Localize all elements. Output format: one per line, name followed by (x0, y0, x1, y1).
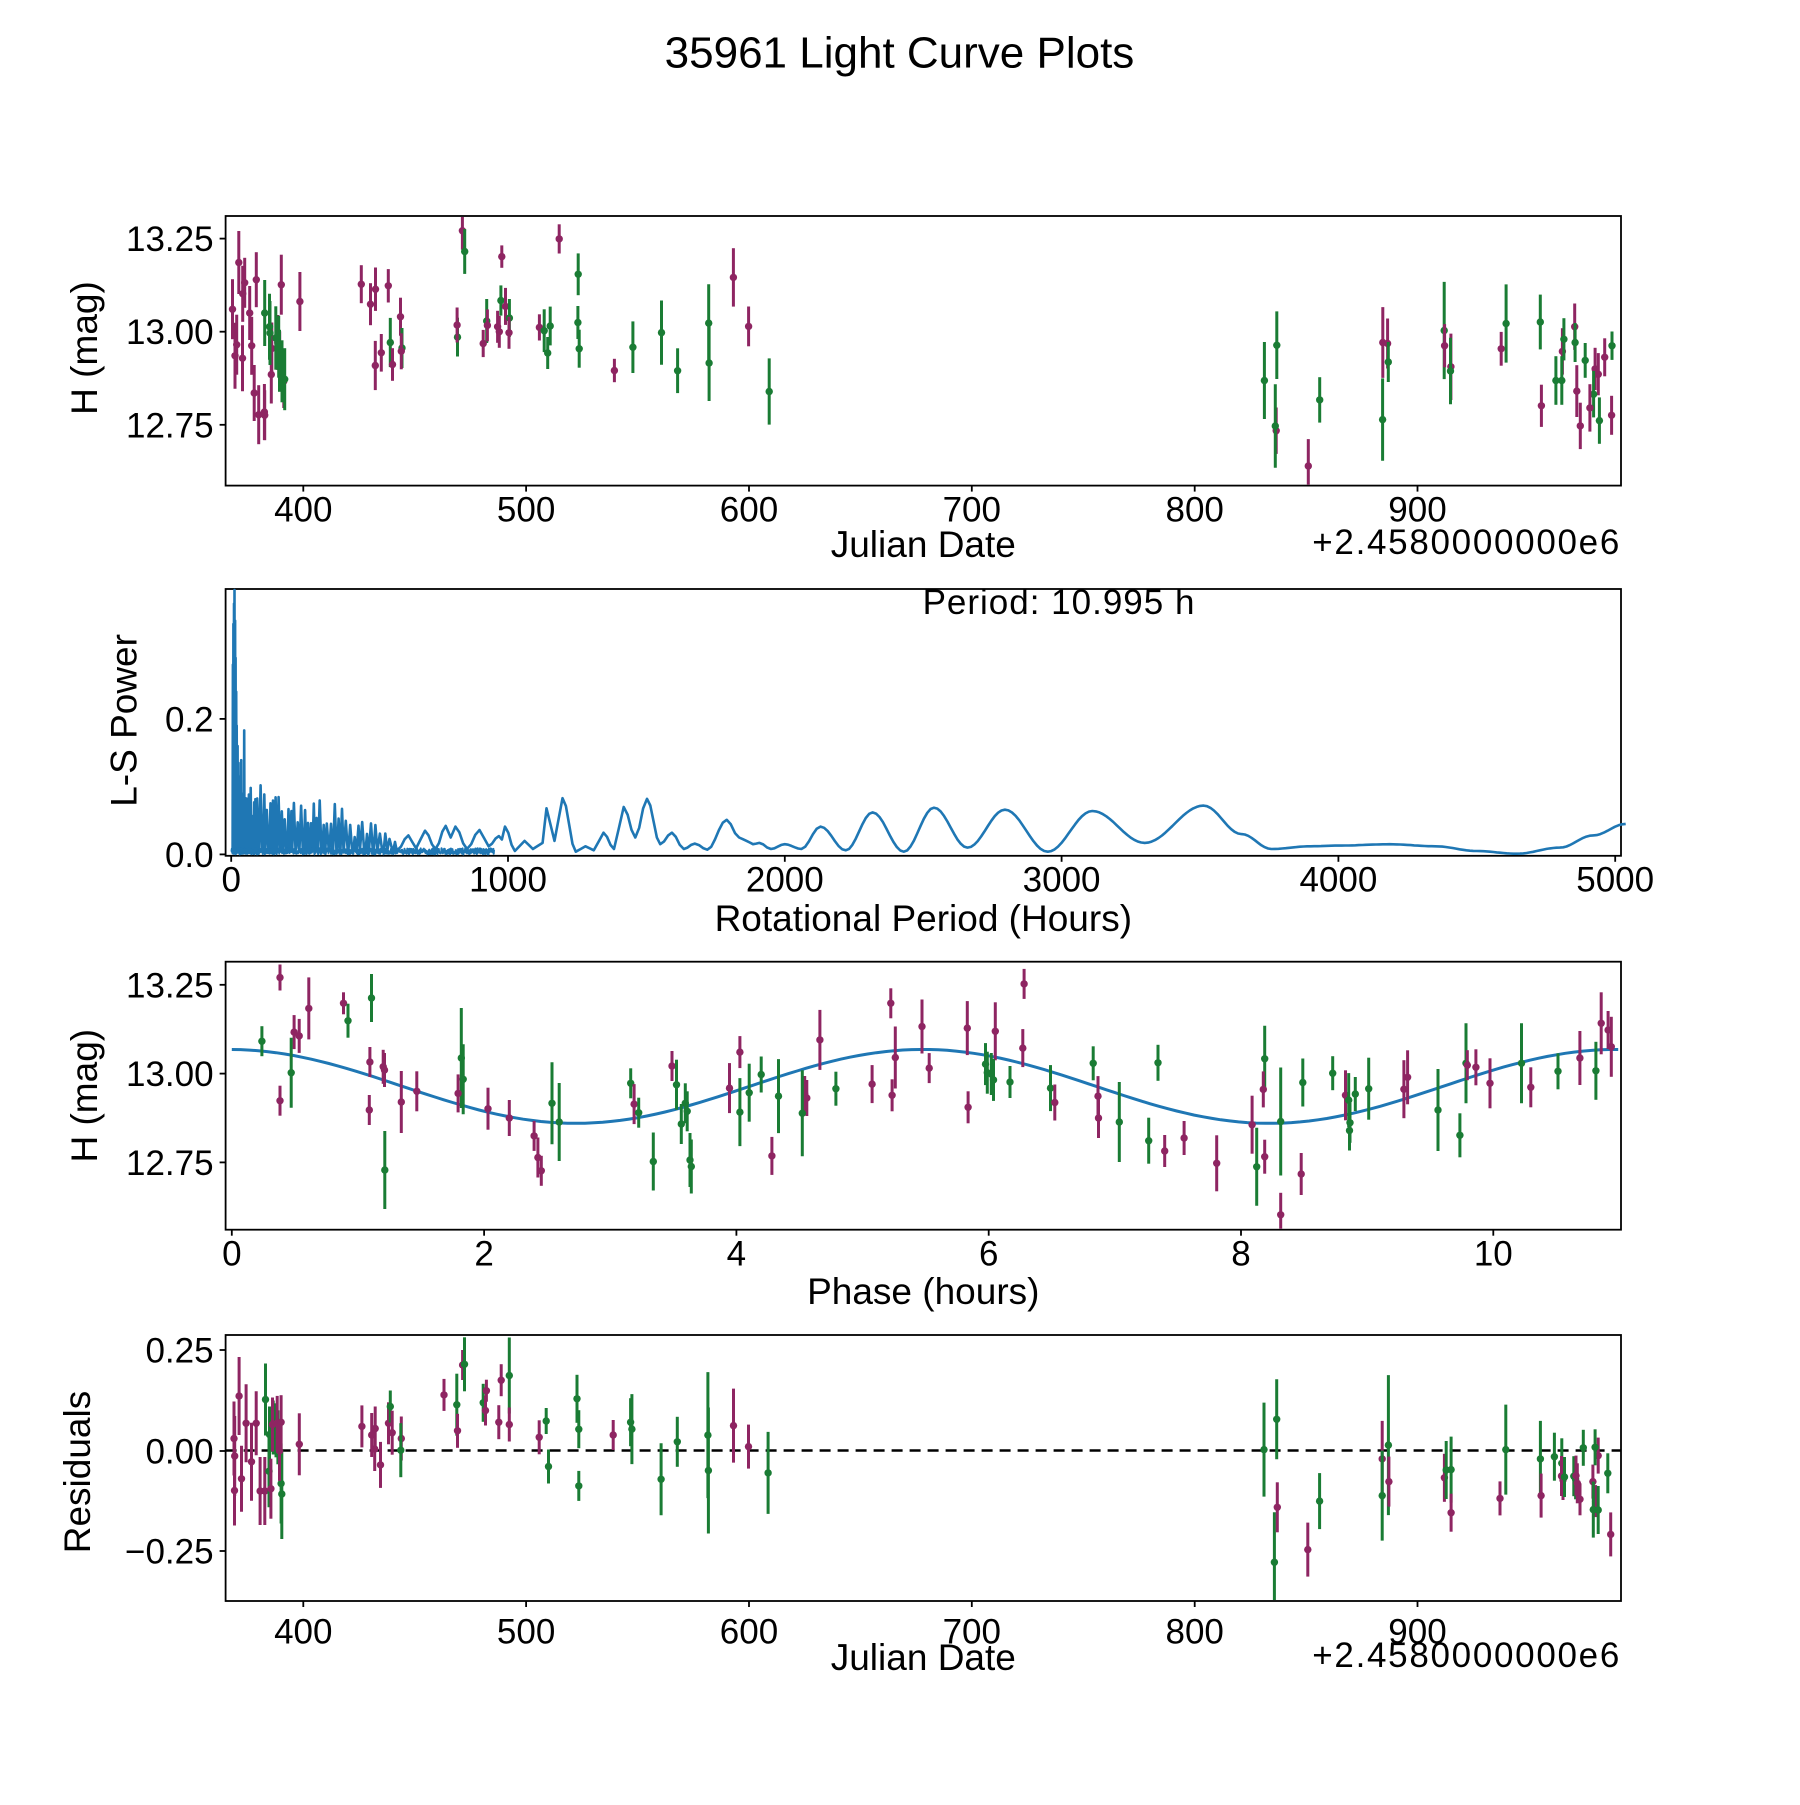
svg-text:Rotational Period (Hours): Rotational Period (Hours) (715, 898, 1132, 939)
svg-text:Julian Date: Julian Date (831, 1637, 1016, 1678)
svg-text:2: 2 (474, 1235, 493, 1274)
svg-text:0.25: 0.25 (145, 1332, 213, 1371)
svg-text:400: 400 (274, 1613, 332, 1652)
svg-text:1000: 1000 (469, 861, 547, 900)
svg-text:800: 800 (1165, 1613, 1223, 1652)
svg-text:0: 0 (221, 861, 240, 900)
svg-text:900: 900 (1388, 491, 1446, 530)
svg-text:Phase (hours): Phase (hours) (807, 1271, 1039, 1312)
svg-text:H (mag): H (mag) (64, 1029, 105, 1163)
svg-text:+2.4580000000e6: +2.4580000000e6 (1312, 1636, 1621, 1675)
svg-text:L-S Power: L-S Power (104, 634, 145, 807)
svg-text:700: 700 (943, 1613, 1001, 1652)
svg-text:500: 500 (497, 491, 555, 530)
svg-text:500: 500 (497, 1613, 555, 1652)
svg-text:800: 800 (1165, 491, 1223, 530)
svg-text:0.2: 0.2 (165, 700, 214, 739)
svg-text:0.00: 0.00 (145, 1433, 213, 1472)
svg-text:4000: 4000 (1299, 861, 1377, 900)
svg-text:6: 6 (979, 1235, 998, 1274)
svg-text:H (mag): H (mag) (64, 281, 105, 415)
svg-text:13.00: 13.00 (126, 313, 214, 352)
svg-text:600: 600 (720, 1613, 778, 1652)
svg-text:35961 Light Curve Plots: 35961 Light Curve Plots (665, 29, 1135, 78)
svg-text:Julian Date: Julian Date (831, 524, 1016, 565)
svg-text:900: 900 (1388, 1613, 1446, 1652)
svg-text:5000: 5000 (1576, 861, 1654, 900)
svg-text:8: 8 (1231, 1235, 1250, 1274)
svg-text:400: 400 (274, 491, 332, 530)
svg-text:13.25: 13.25 (126, 966, 214, 1005)
svg-text:−0.25: −0.25 (125, 1533, 214, 1572)
svg-text:4: 4 (727, 1235, 746, 1274)
svg-text:Period: 10.995 h: Period: 10.995 h (923, 583, 1196, 622)
svg-text:0: 0 (222, 1235, 241, 1274)
svg-text:10: 10 (1474, 1235, 1513, 1274)
svg-text:12.75: 12.75 (126, 406, 214, 445)
svg-text:+2.4580000000e6: +2.4580000000e6 (1312, 523, 1621, 562)
svg-text:700: 700 (943, 491, 1001, 530)
svg-text:600: 600 (720, 491, 778, 530)
svg-text:Residuals: Residuals (57, 1391, 98, 1553)
svg-text:3000: 3000 (1023, 861, 1101, 900)
svg-text:2000: 2000 (746, 861, 824, 900)
svg-text:12.75: 12.75 (126, 1144, 214, 1183)
svg-text:13.00: 13.00 (126, 1055, 214, 1094)
svg-text:0.0: 0.0 (165, 836, 214, 875)
svg-text:13.25: 13.25 (126, 220, 214, 259)
